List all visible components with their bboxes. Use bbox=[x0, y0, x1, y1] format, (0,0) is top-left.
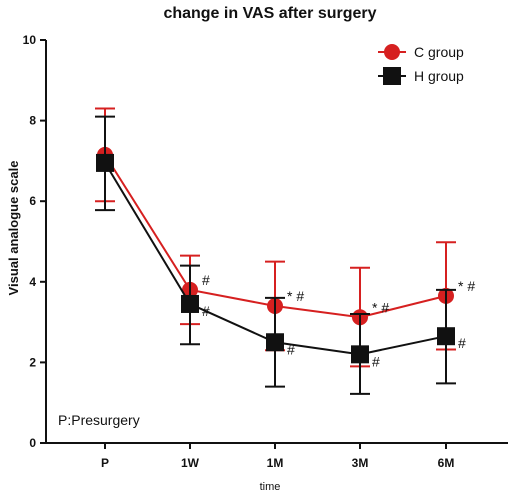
significance-annotation: # bbox=[202, 303, 210, 319]
legend-label: C group bbox=[414, 44, 464, 60]
chart-title: change in VAS after surgery bbox=[163, 5, 376, 22]
data-point bbox=[96, 153, 114, 172]
data-point bbox=[437, 327, 455, 346]
significance-annotation: * # bbox=[458, 278, 475, 294]
significance-annotation: * # bbox=[372, 299, 389, 315]
x-axis-title: time bbox=[260, 481, 281, 493]
series-layer: # * # * # * # # # # # bbox=[95, 107, 475, 395]
y-axis-title: Visual analogue scale bbox=[6, 161, 21, 296]
data-point bbox=[181, 294, 199, 313]
significance-annotation: # bbox=[458, 335, 466, 351]
legend-label: H group bbox=[414, 68, 464, 84]
legend-marker bbox=[383, 67, 401, 85]
significance-annotation: * # bbox=[287, 288, 304, 304]
y-tick-label: 4 bbox=[29, 275, 36, 289]
legend-marker bbox=[384, 44, 400, 60]
x-tick-label: 1M bbox=[267, 456, 284, 470]
y-tick-label: 6 bbox=[29, 194, 36, 208]
axes: 0 2 4 6 8 10 P 1W 1M 3M 6M bbox=[23, 33, 508, 470]
x-tick-label: 3M bbox=[352, 456, 369, 470]
x-tick-label: P bbox=[101, 456, 109, 470]
y-tick-label: 10 bbox=[23, 33, 37, 47]
y-tick-label: 8 bbox=[29, 114, 36, 128]
legend: C group H group bbox=[378, 44, 464, 85]
x-tick-label: 1W bbox=[181, 456, 200, 470]
presurgery-note: P:Presurgery bbox=[58, 412, 140, 428]
significance-annotation: # bbox=[372, 353, 380, 369]
significance-annotation: # bbox=[287, 341, 295, 357]
x-tick-label: 6M bbox=[438, 456, 455, 470]
series-c-group: # * # * # * # bbox=[95, 107, 475, 368]
data-point bbox=[351, 345, 369, 364]
series-h-group: # # # # bbox=[95, 115, 466, 395]
y-tick-label: 0 bbox=[29, 436, 36, 450]
data-point bbox=[266, 333, 284, 352]
significance-annotation: # bbox=[202, 272, 210, 288]
y-tick-label: 2 bbox=[29, 355, 36, 369]
